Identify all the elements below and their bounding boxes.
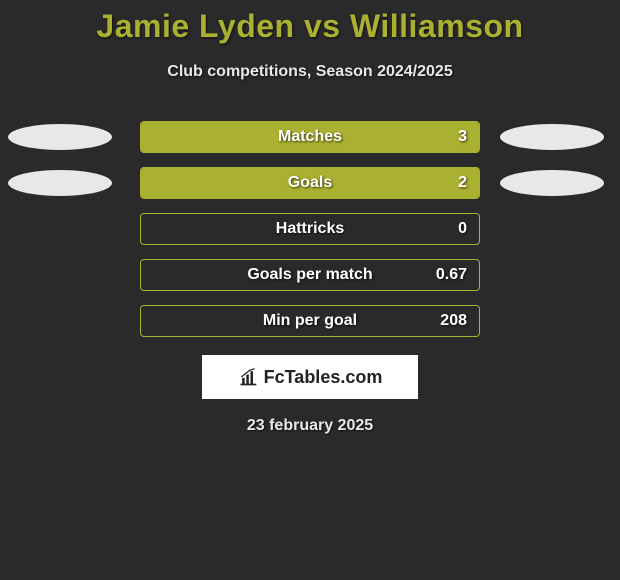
stat-row: Matches 3 — [0, 121, 620, 153]
bar-chart-icon — [238, 367, 258, 387]
stat-bar: Min per goal 208 — [140, 305, 480, 337]
stat-bar: Hattricks 0 — [140, 213, 480, 245]
stat-bar: Goals per match 0.67 — [140, 259, 480, 291]
stat-label: Matches — [278, 128, 342, 146]
player-right-oval — [500, 170, 604, 196]
snapshot-date: 23 february 2025 — [0, 417, 620, 435]
player-left-oval — [8, 170, 112, 196]
stat-value: 0 — [458, 220, 467, 238]
logo-text: FcTables.com — [264, 367, 383, 388]
stat-row: Goals 2 — [0, 167, 620, 199]
stat-row: Min per goal 208 — [0, 305, 620, 337]
stat-label: Hattricks — [276, 220, 344, 238]
stat-row: Goals per match 0.67 — [0, 259, 620, 291]
stat-row: Hattricks 0 — [0, 213, 620, 245]
stat-label: Goals — [288, 174, 332, 192]
stat-label: Goals per match — [247, 266, 372, 284]
stat-bar: Matches 3 — [140, 121, 480, 153]
page-title: Jamie Lyden vs Williamson — [0, 8, 620, 45]
player-left-oval — [8, 124, 112, 150]
stat-value: 2 — [458, 174, 467, 192]
stat-rows: Matches 3 Goals 2 Hattricks 0 Goals per match 0… — [0, 121, 620, 337]
player-right-oval — [500, 124, 604, 150]
stat-bar: Goals 2 — [140, 167, 480, 199]
subtitle: Club competitions, Season 2024/2025 — [0, 63, 620, 81]
stat-value: 3 — [458, 128, 467, 146]
stat-value: 0.67 — [436, 266, 467, 284]
stat-label: Min per goal — [263, 312, 357, 330]
comparison-card: Jamie Lyden vs Williamson Club competiti… — [0, 0, 620, 435]
stat-value: 208 — [440, 312, 467, 330]
source-logo: FcTables.com — [202, 355, 418, 399]
